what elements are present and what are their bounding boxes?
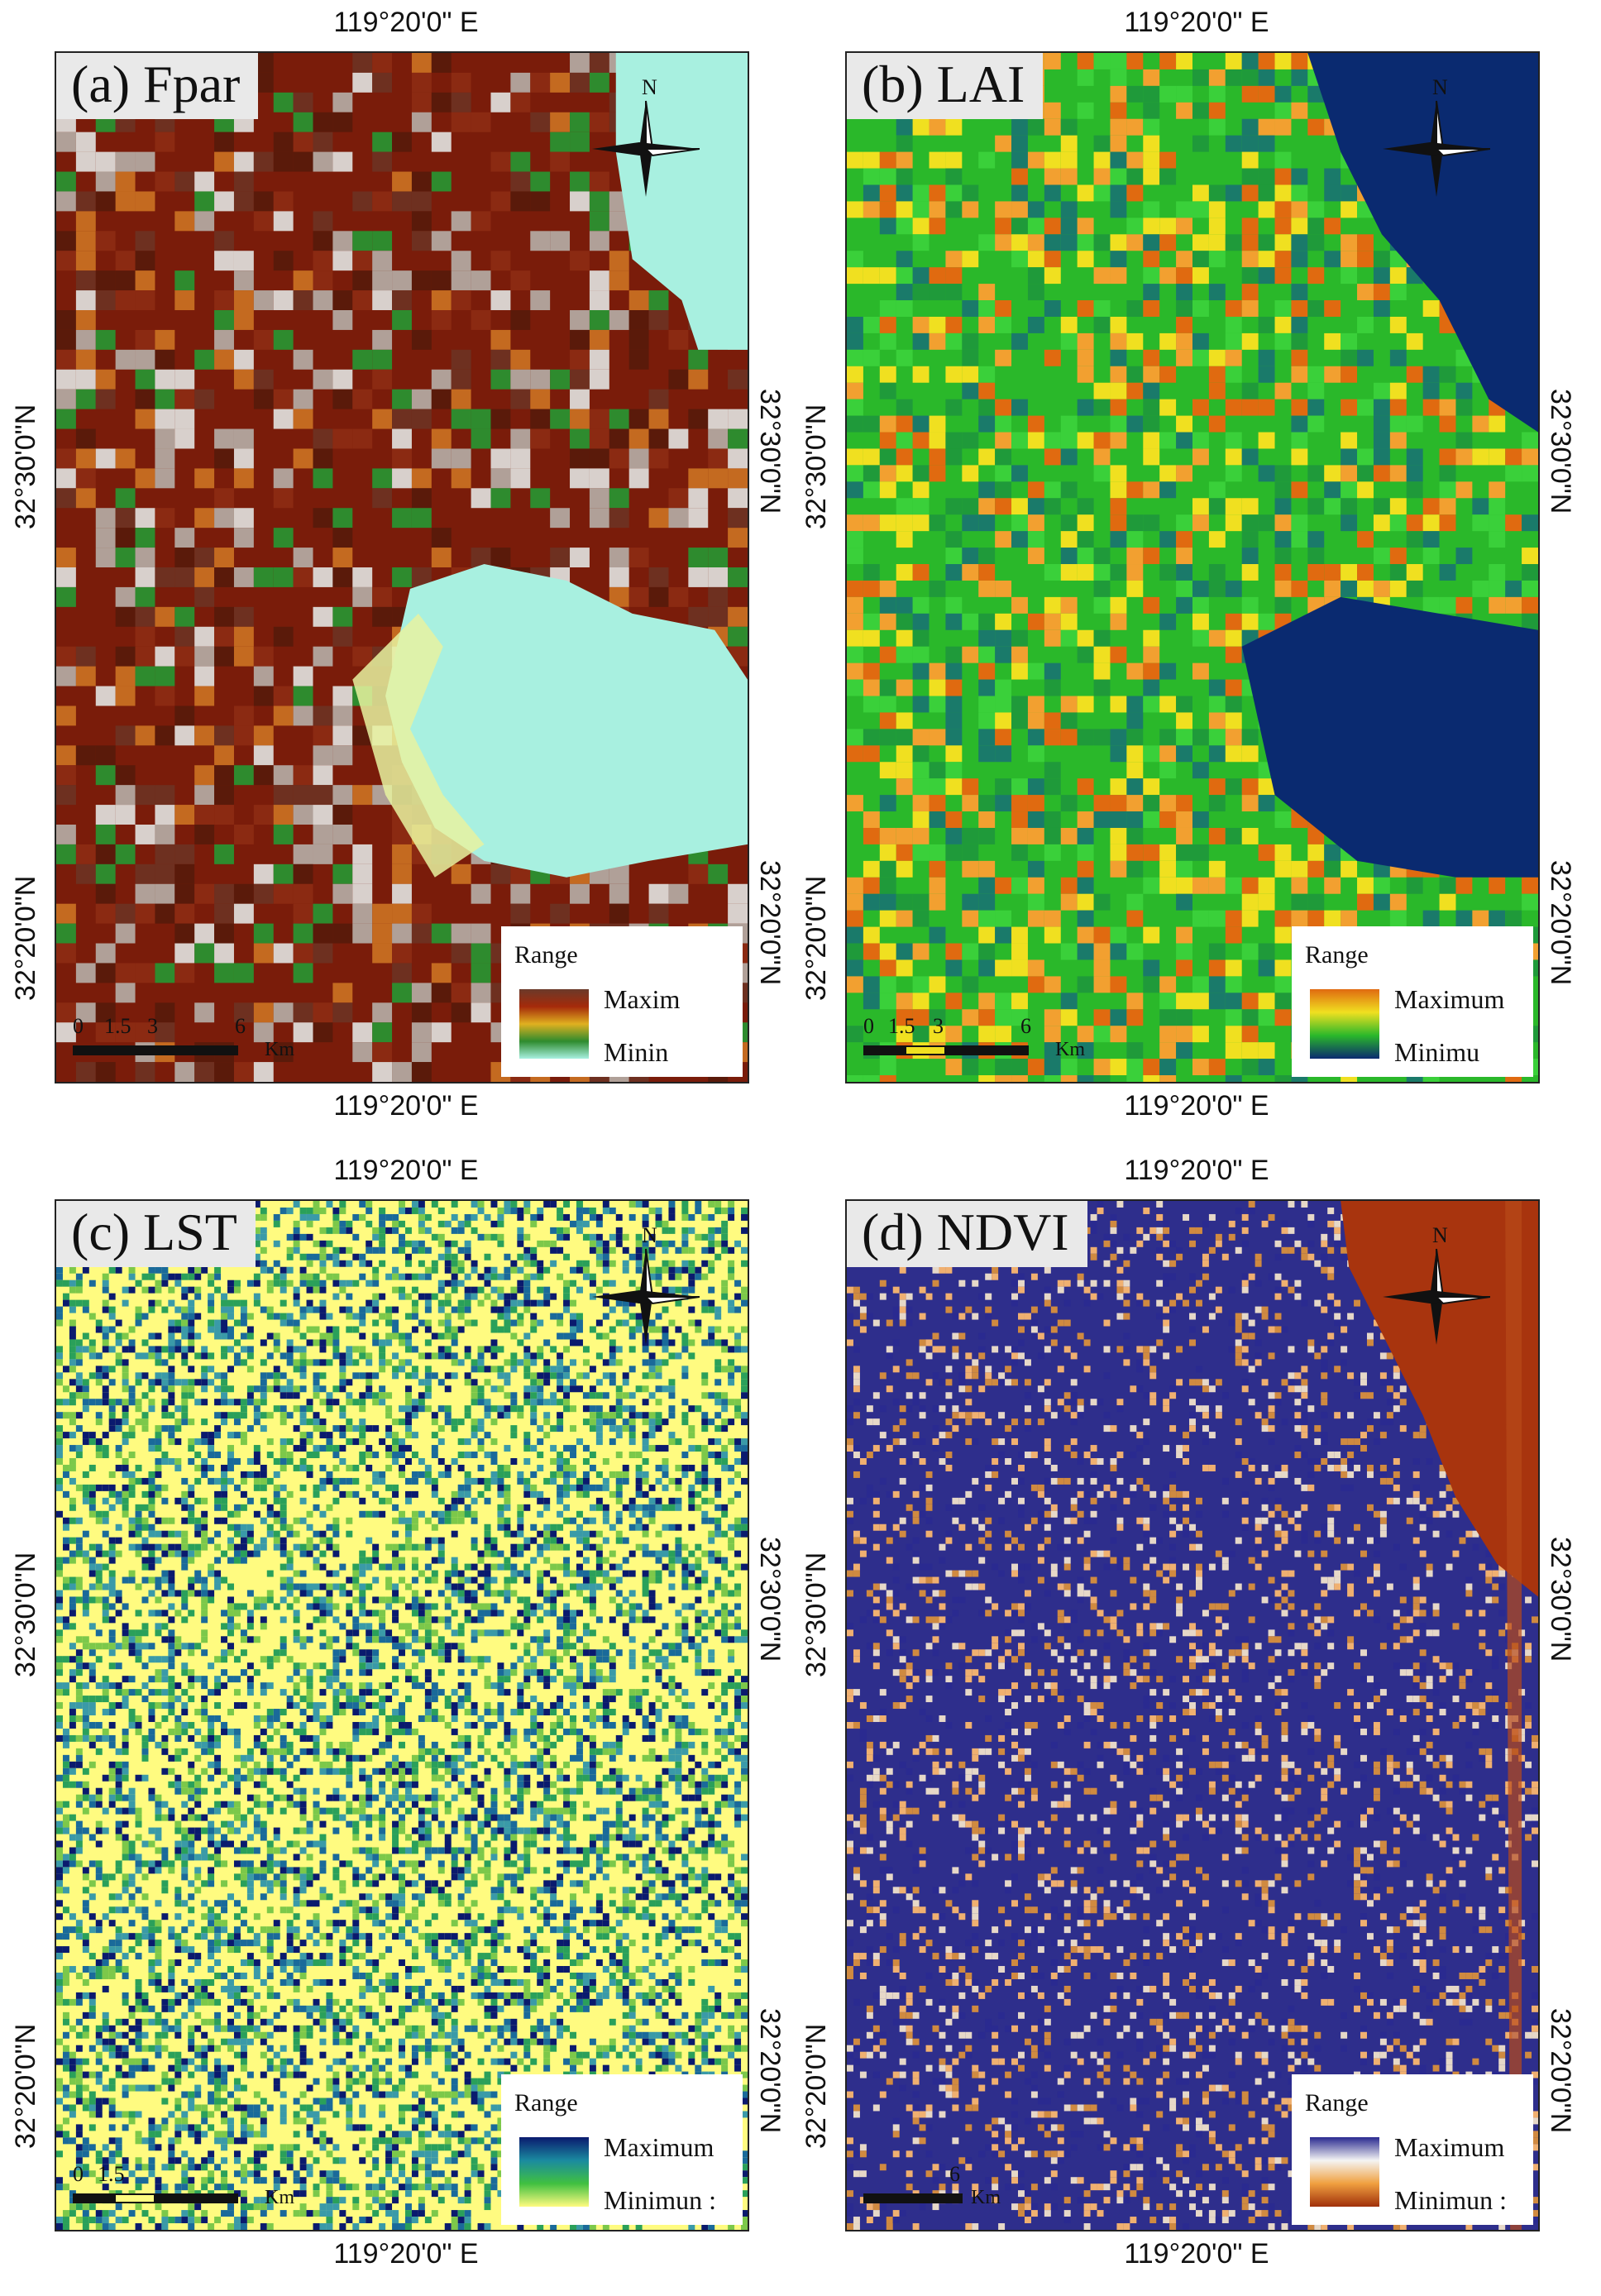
north-arrow-icon: N [592,1223,700,1345]
lat-label-lower-left: 32°20'0"N [800,875,832,1001]
scale-bar: 0 1.5 3 6 Km [863,1014,1085,1064]
panel-title: (c) LST [56,1201,256,1267]
legend-title: Range [1305,941,1369,969]
lon-label-top: 119°20'0" E [1124,1155,1269,1186]
lat-label-upper-right: 32°30'0"N [1545,1537,1576,1662]
scale-tick: 6 [949,2162,960,2186]
scale-tick: 6 [235,1014,246,1038]
legend-ramp [1310,2137,1379,2207]
scale-tick: 0 [863,1014,874,1038]
legend: Range Maximum Minimu [1292,926,1533,1077]
lat-label-upper-left: 32°30'0"N [800,1552,832,1677]
legend-min-label: Minin [604,1037,669,1067]
legend-min-label: Minimu [1394,1037,1480,1067]
scale-tick: 3 [933,1014,944,1038]
scale-tick: 0 [73,2162,84,2186]
lon-label-top: 119°20'0" E [1124,7,1269,38]
ndvi-map [847,1201,1538,2230]
lai-map [847,53,1538,1082]
lon-label-bottom: 119°20'0" E [333,2238,479,2270]
map-frame: (c) LST N Range Maximum Minimun : 0 1.5 … [55,1199,749,2231]
lat-label-lower-left: 32°20'0"N [800,2023,832,2149]
map-frame: (a) Fpar N Range Maxim Minin 0 1.5 3 6 K… [55,51,749,1083]
scale-bar: 0 1.5 Km [73,2162,294,2212]
legend-max-label: Maxim [604,984,681,1014]
scale-tick: 1.5 [104,1014,131,1038]
scale-unit: Km [265,1039,294,1060]
lon-label-bottom: 119°20'0" E [1124,1090,1269,1122]
north-arrow-icon: N [1383,1223,1490,1345]
scale-bar: 0 1.5 3 6 Km [73,1014,294,1064]
lat-label-upper-left: 32°30'0"N [800,404,832,529]
scale-unit: Km [1055,1039,1085,1060]
panel-title: (a) Fpar [56,53,259,119]
lon-label-top: 119°20'0" E [333,1155,479,1186]
legend-max-label: Maximum [1394,984,1505,1014]
panel-lai: 119°20'0" E (b) LAI N Range Maximum Mini… [796,0,1598,1141]
lat-label-lower-right: 32°20'0"N [1545,860,1576,986]
lon-label-top: 119°20'0" E [333,7,479,38]
scale-tick: 0 [73,1014,84,1038]
lat-label-upper-right: 32°30'0"N [754,389,786,514]
scale-unit: Km [971,2187,1001,2208]
lat-label-lower-right: 32°20'0"N [754,860,786,986]
lat-label-upper-left: 32°30'0"N [10,1552,41,1677]
scale-tick: 1.5 [98,2162,125,2186]
lat-label-lower-right: 32°20'0"N [754,2008,786,2134]
legend-ramp [519,989,589,1059]
scale-bar: 6 Km [863,2162,1078,2212]
map-frame: (b) LAI N Range Maximum Minimu 0 1.5 3 6 [845,51,1540,1083]
legend-ramp [519,2137,589,2207]
legend-min-label: Minimun : [604,2185,717,2215]
legend-max-label: Maximum [1394,2132,1505,2162]
legend: Range Maximum Minimun : [1292,2074,1533,2225]
north-label: N [642,75,657,99]
lst-map [56,1201,748,2230]
fpar-map [56,53,748,1082]
lat-label-lower-left: 32°20'0"N [10,2023,41,2149]
legend-title: Range [514,2089,578,2117]
scale-unit: Km [265,2187,294,2208]
scale-tick: 6 [1020,1014,1031,1038]
lon-label-bottom: 119°20'0" E [333,1090,479,1122]
panel-lst: 119°20'0" E (c) LST N Range Maximum Mini… [5,1148,807,2289]
lat-label-upper-right: 32°30'0"N [1545,389,1576,514]
north-arrow-icon: N [592,75,700,197]
panel-title: (d) NDVI [847,1201,1087,1267]
legend-ramp [1310,989,1379,1059]
lon-label-bottom: 119°20'0" E [1124,2238,1269,2270]
legend-min-label: Minimun : [1394,2185,1508,2215]
legend: Range Maximum Minimun : [501,2074,743,2225]
north-label: N [1432,1223,1448,1247]
lat-label-upper-left: 32°30'0"N [10,404,41,529]
panel-ndvi: 119°20'0" E (d) NDVI N Range Maximum Min… [796,1148,1598,2289]
panel-fpar: 119°20'0" E (a) Fpar N Range Maxim Minin [5,0,807,1141]
lat-label-upper-right: 32°30'0"N [754,1537,786,1662]
north-label: N [1432,75,1448,99]
legend-title: Range [1305,2089,1369,2117]
legend: Range Maxim Minin [501,926,743,1077]
scale-tick: 1.5 [888,1014,915,1038]
map-frame: (d) NDVI N Range Maximum Minimun : 6 Km [845,1199,1540,2231]
lat-label-lower-right: 32°20'0"N [1545,2008,1576,2134]
north-arrow-icon: N [1383,75,1490,197]
lat-label-lower-left: 32°20'0"N [10,875,41,1001]
legend-title: Range [514,941,578,969]
scale-tick: 3 [147,1014,158,1038]
legend-max-label: Maximum [604,2132,714,2162]
north-label: N [642,1223,657,1247]
panel-title: (b) LAI [847,53,1044,119]
